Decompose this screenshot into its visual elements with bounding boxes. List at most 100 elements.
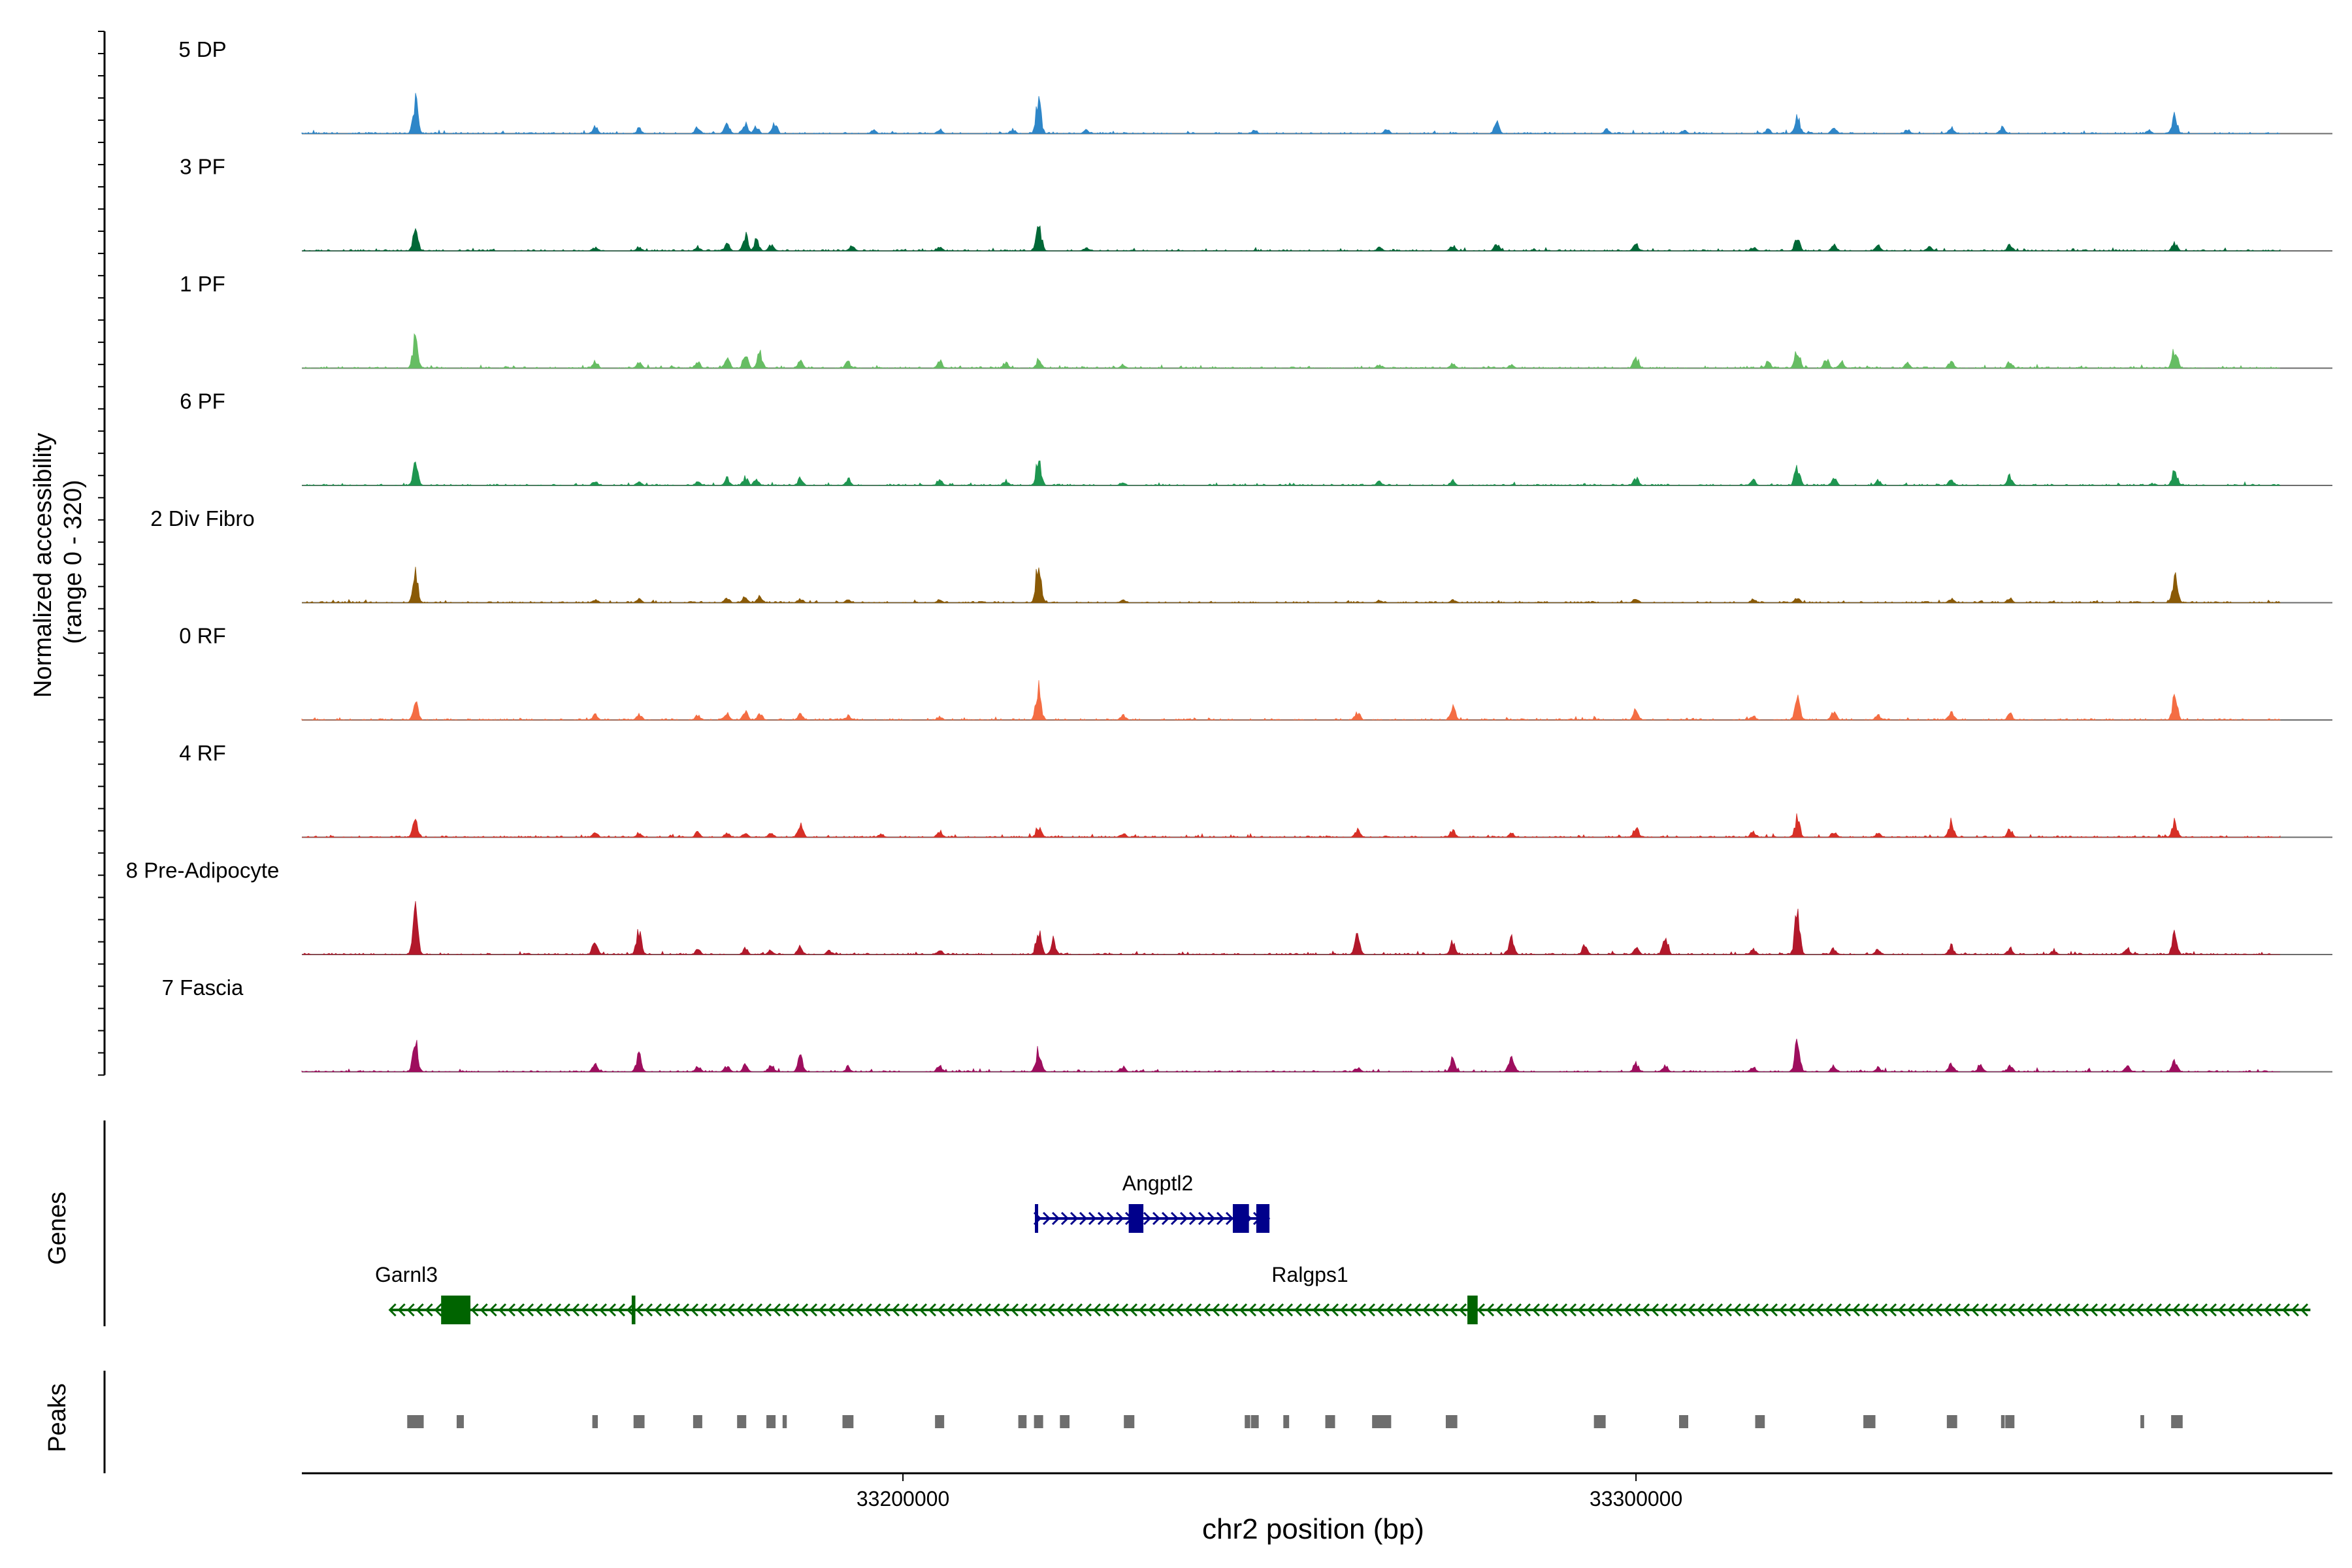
strand-arrow — [617, 1303, 626, 1317]
strand-arrow — [1605, 1303, 1614, 1317]
strand-arrow — [2190, 1303, 2199, 1317]
strand-arrow — [855, 1303, 864, 1317]
exon — [1035, 1204, 1039, 1233]
coverage-area — [302, 333, 2280, 369]
track-7-fascia: 7 Fascia — [162, 975, 2332, 1073]
strand-arrow — [763, 1303, 772, 1317]
strand-arrow — [1788, 1303, 1797, 1317]
strand-arrow — [1239, 1303, 1248, 1317]
strand-arrow — [416, 1303, 424, 1317]
strand-arrow — [1531, 1303, 1541, 1317]
strand-arrow — [1056, 1303, 1065, 1317]
strand-arrow — [973, 1303, 983, 1317]
strand-arrow — [1385, 1303, 1394, 1317]
peak-region — [1863, 1415, 1876, 1428]
strand-arrow — [1833, 1303, 1842, 1317]
peak-region — [1678, 1415, 1689, 1428]
coverage-y-axis — [98, 31, 106, 1076]
strand-arrow — [1060, 1211, 1070, 1226]
y-axis-label: Normalized accessibility (range 0 - 320) — [29, 426, 87, 698]
strand-arrow — [1047, 1303, 1056, 1317]
strand-arrow — [1559, 1303, 1568, 1317]
strand-arrow — [937, 1303, 946, 1317]
track-label: 3 PF — [180, 155, 225, 179]
strand-arrow — [809, 1303, 818, 1317]
strand-arrow — [489, 1303, 497, 1317]
strand-arrow — [1161, 1211, 1170, 1226]
strand-arrow — [1760, 1303, 1769, 1317]
strand-arrow — [1541, 1303, 1550, 1317]
peak-region — [639, 1415, 643, 1428]
strand-arrow — [1614, 1303, 1623, 1317]
strand-arrow — [1586, 1303, 1595, 1317]
strand-arrow — [1522, 1303, 1531, 1317]
strand-arrow — [1312, 1303, 1321, 1317]
strand-arrow — [1120, 1303, 1129, 1317]
strand-arrow — [1248, 1303, 1257, 1317]
strand-arrow — [1348, 1303, 1358, 1317]
coverage-area — [301, 680, 2281, 721]
strand-arrow — [672, 1303, 681, 1317]
gene-annotation-track: Angptl2 Garnl3 Ralgps1 — [103, 1120, 2311, 1326]
track-label: 8 Pre-Adipocyte — [126, 858, 280, 883]
strand-arrow — [717, 1303, 727, 1317]
strand-arrow — [2245, 1303, 2254, 1317]
peak-region — [782, 1415, 787, 1428]
peak-region — [1124, 1415, 1135, 1428]
coverage-area — [301, 1038, 2280, 1073]
coverage-area — [302, 813, 2281, 838]
strand-arrow — [1147, 1303, 1156, 1317]
strand-arrow — [1980, 1303, 1989, 1317]
strand-arrow — [1074, 1303, 1083, 1317]
strand-arrow — [2117, 1303, 2126, 1317]
strand-arrow — [1568, 1303, 1577, 1317]
strand-arrow — [2291, 1303, 2300, 1317]
strand-arrow — [1632, 1303, 1641, 1317]
strand-arrow — [1088, 1211, 1097, 1226]
strand-arrow — [1916, 1303, 1925, 1317]
strand-arrow — [1806, 1303, 1815, 1317]
strand-arrow — [1723, 1303, 1733, 1317]
gene-angptl2: Angptl2 — [1033, 1171, 1271, 1233]
strand-arrow — [1641, 1303, 1650, 1317]
strand-arrow — [1961, 1303, 1970, 1317]
peak-region — [1245, 1415, 1250, 1428]
gene-label: Angptl2 — [1122, 1171, 1194, 1195]
strand-arrow — [1440, 1303, 1449, 1317]
strand-arrow — [2062, 1303, 2071, 1317]
strand-arrow — [1669, 1303, 1678, 1317]
exon — [441, 1296, 471, 1324]
strand-arrow — [397, 1303, 406, 1317]
track-label: 0 RF — [179, 624, 226, 648]
track-8-pre-adipocyte: 8 Pre-Adipocyte — [126, 858, 2332, 955]
strand-arrow — [873, 1303, 882, 1317]
strand-arrow — [589, 1303, 598, 1317]
strand-arrow — [2199, 1303, 2208, 1317]
strand-arrow — [1906, 1303, 1916, 1317]
gene-label: Garnl3 — [375, 1263, 438, 1286]
strand-arrow — [2153, 1303, 2163, 1317]
peak-region — [693, 1415, 702, 1428]
track-3-pf: 3 PF — [180, 155, 2332, 252]
strand-arrow — [1129, 1303, 1138, 1317]
peak-region — [1372, 1415, 1380, 1428]
strand-arrow — [1266, 1303, 1275, 1317]
strand-arrow — [919, 1303, 928, 1317]
strand-arrow — [1079, 1211, 1088, 1226]
strand-arrow — [1550, 1303, 1559, 1317]
coverage-area — [302, 225, 2281, 252]
gene-garnl3: Garnl3 — [375, 1263, 500, 1324]
strand-arrow — [1815, 1303, 1824, 1317]
strand-arrow — [480, 1303, 488, 1317]
strand-arrow — [1358, 1303, 1367, 1317]
strand-arrow — [2254, 1303, 2263, 1317]
strand-arrow — [1403, 1303, 1413, 1317]
strand-arrow — [1220, 1303, 1230, 1317]
strand-arrow — [754, 1303, 763, 1317]
strand-arrow — [1422, 1303, 1431, 1317]
strand-arrow — [1714, 1303, 1723, 1317]
strand-arrow — [1952, 1303, 1961, 1317]
strand-arrow — [525, 1303, 534, 1317]
strand-arrow — [598, 1303, 608, 1317]
strand-arrow — [909, 1303, 919, 1317]
